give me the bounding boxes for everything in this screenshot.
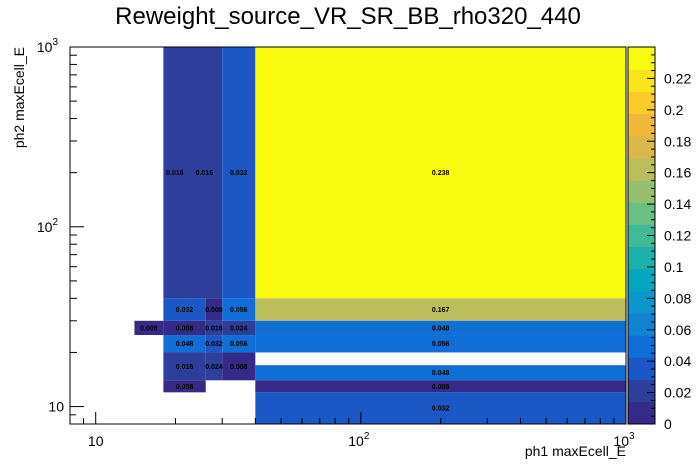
palette-tick-label: 0.16 [664,165,691,181]
cell-value-label: 0.056 [230,341,248,348]
palette-tick-label: 0.06 [664,322,691,338]
palette-swatch [628,268,655,292]
palette-swatch [628,357,655,381]
palette-swatch [628,379,655,403]
heatmap-cell [222,352,256,381]
palette-swatch [628,313,655,336]
cell-value-label: 0.008 [205,307,223,314]
heatmap-cell [163,298,206,321]
heatmap-cell [222,335,256,353]
y-tick-label: 102 [37,217,59,235]
y-tick-label: 103 [37,37,59,55]
heatmap-cell [205,335,223,353]
cell-value-label: 0.032 [176,307,194,314]
heatmap-cell [255,47,627,299]
heatmap-cell [255,320,627,336]
x-tick-label: 10 [88,433,104,449]
heatmap-cell [222,298,256,321]
heatmap-cell [205,298,223,321]
heatmap-cell [163,380,206,393]
palette-tick-label: 0.18 [664,133,691,149]
heatmap-cell [222,47,256,299]
palette-swatch [628,401,655,425]
cell-value-label: 0.008 [230,364,248,371]
heatmap-cell [205,352,223,381]
y-axis: 10 102 103 [37,37,84,425]
palette-swatch [628,224,655,248]
x-axis-label: ph1 maxEcell_E [525,443,626,459]
color-palette [628,47,655,425]
cell-value-label: 0.032 [205,341,223,348]
cell-value-label: 0.048 [432,370,450,377]
palette-swatch [628,91,655,115]
palette-tick-label: 0.12 [664,228,691,244]
palette-swatch [628,335,655,358]
cell-value-label: 0.056 [230,307,248,314]
heatmap-cell [163,320,206,336]
cell-value-label: 0.032 [230,170,248,177]
palette-swatch [628,47,655,70]
cell-value-label: 0.016 [176,364,194,371]
cell-value-label: 0.016 [196,170,214,177]
color-palette-axis: 0 0.02 0.04 0.06 0.08 0.1 0.12 0.14 0.16 0.18 0.2 0… [647,46,691,432]
heatmap-cell [205,320,223,336]
heatmap-cell [222,320,256,336]
palette-tick-label: 0.22 [664,70,691,86]
heatmap-cell [186,47,223,299]
palette-swatch [628,135,655,159]
heatmap-cell [255,365,627,381]
palette-swatch [628,202,655,225]
heatmap-cell [163,352,206,381]
cell-value-label: 0.238 [432,170,450,177]
cell-value-label: 0.167 [432,307,450,314]
heatmap-cell [255,335,627,353]
cell-value-label: 0.008 [432,384,450,391]
x-tick-label: 102 [348,431,370,449]
palette-tick-label: 0 [664,416,672,432]
cell-value-label: 0.048 [176,341,194,348]
cell-value-label: 0.056 [432,341,450,348]
heatmap-cell [255,380,627,393]
palette-swatch [628,290,655,314]
cell-value-label: 0.048 [432,325,450,332]
heatmap-cell-labels: 0.016 0.016 0.032 0.238 0.032 0.008 0.056 0.167… [140,170,449,413]
palette-tick-label: 0.2 [664,102,684,118]
chart-title: Reweight_source_VR_SR_BB_rho320_440 [115,3,581,30]
cell-value-label: 0.016 [166,170,184,177]
palette-swatch [628,246,655,270]
palette-tick-label: 0.1 [664,259,684,275]
cell-value-label: 0.016 [205,325,223,332]
heatmap-cell [163,47,187,299]
palette-tick-label: 0.04 [664,353,691,369]
palette-swatch [628,113,655,137]
heatmap-cell [134,320,164,336]
cell-value-label: 0.032 [432,406,450,413]
palette-swatch [628,157,655,181]
palette-swatch [628,180,655,203]
palette-tick-label: 0.02 [664,385,691,401]
palette-swatch [628,69,655,92]
cell-value-label: 0.024 [205,364,223,371]
palette-tick-label: 0.08 [664,290,691,306]
cell-value-label: 0.008 [176,384,194,391]
heatmap-cell [163,335,206,353]
cell-value-label: 0.008 [176,325,194,332]
y-tick-label: 10 [48,399,64,415]
cell-value-label: 0.024 [230,325,248,332]
y-axis-label: ph2 maxEcell_E [11,47,27,148]
palette-tick-label: 0.14 [664,196,691,212]
heatmap-cell [255,298,627,321]
cell-value-label: 0.008 [140,325,158,332]
